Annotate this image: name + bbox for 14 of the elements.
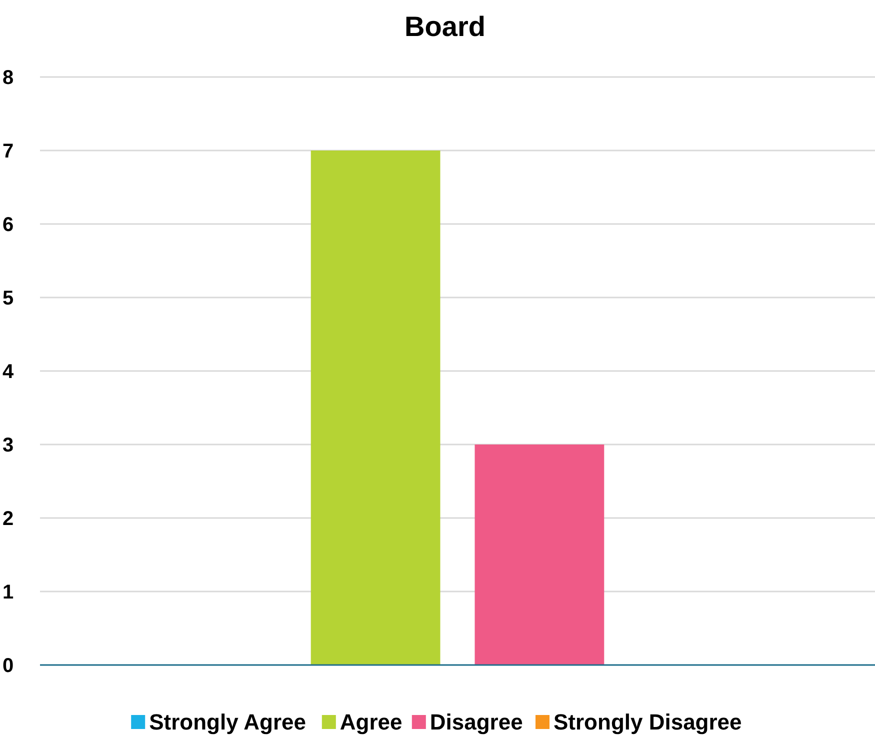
legend-label: Strongly Agree <box>149 710 306 735</box>
y-tick-label: 8 <box>2 67 14 89</box>
legend-label: Strongly Disagree <box>554 710 742 735</box>
y-tick-label: 1 <box>2 582 14 604</box>
y-tick-label: 4 <box>2 361 14 383</box>
y-tick-label: 0 <box>2 655 14 677</box>
y-tick-label: 5 <box>2 288 14 310</box>
y-tick-label: 3 <box>2 434 14 456</box>
chart-title: Board <box>404 11 486 42</box>
y-tick-label: 6 <box>2 214 14 236</box>
y-tick-label: 7 <box>2 140 14 162</box>
legend-label: Disagree <box>430 710 523 735</box>
legend-label: Agree <box>340 710 402 735</box>
y-tick-label: 2 <box>2 508 14 530</box>
